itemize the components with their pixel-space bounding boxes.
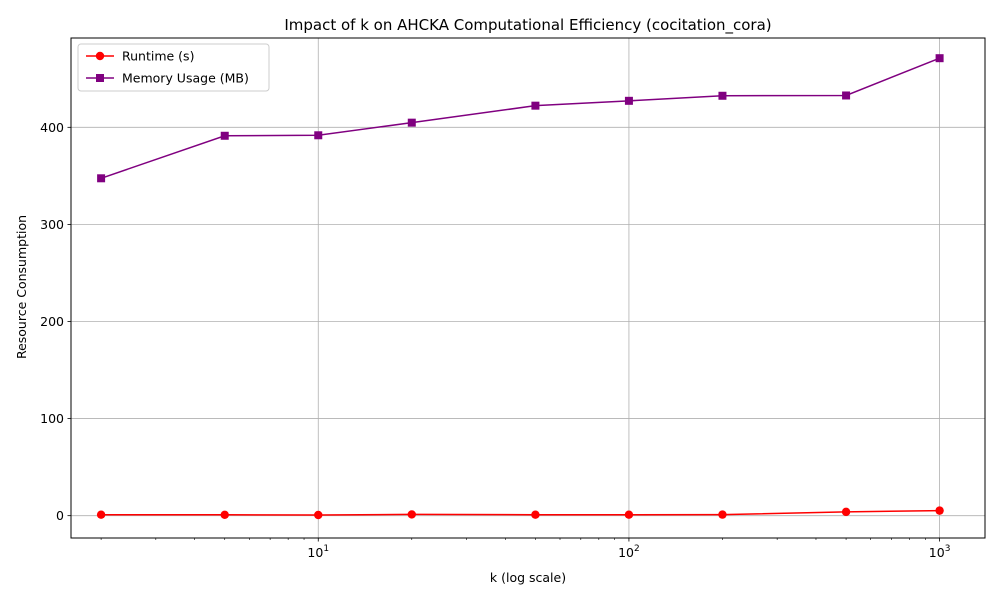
data-point [935,54,944,63]
series-memory [97,54,944,183]
data-point [531,510,540,519]
x-tick-base: 10 [929,545,945,560]
data-point [407,118,416,127]
legend-box [77,43,270,92]
y-tick-label: 200 [40,314,64,329]
x-tick-exponent: 3 [945,544,951,554]
legend-item: Runtime (s) [86,49,194,64]
y-tick-label: 300 [40,217,64,232]
x-tick-base: 10 [307,545,323,560]
y-tick-label: 400 [40,120,64,135]
data-point [220,510,229,519]
x-tick-exponent: 1 [323,544,329,554]
data-point [531,101,540,110]
data-point [97,174,106,183]
x-tick-base: 10 [618,545,634,560]
data-point [718,510,727,519]
x-tick-label: 102 [618,544,640,560]
data-point [624,96,633,105]
legend-marker [95,51,105,61]
data-point [314,131,323,140]
data-point [624,510,634,519]
legend-item: Memory Usage (MB) [86,71,249,86]
y-tick-label: 0 [56,508,64,523]
x-tick-exponent: 2 [634,544,640,554]
chart-title: Impact of k on AHCKA Computational Effic… [284,16,771,35]
legend-label: Runtime (s) [122,49,194,64]
data-point [96,510,106,519]
data-point [220,131,229,140]
y-axis-label: Resource Consumption [14,215,29,359]
x-tick-label: 101 [307,544,329,560]
data-point [314,510,323,520]
data-point [407,510,416,519]
x-axis-label: k (log scale) [490,570,566,585]
y-tick-label: 100 [40,411,64,426]
x-tick-label: 103 [929,544,951,560]
data-point [841,507,851,517]
data-point [935,506,944,515]
y-axis: 0 100 200 300 400 [40,120,71,523]
legend-label: Memory Usage (MB) [122,71,249,86]
x-axis: 101 102 103 [100,538,951,560]
series-layer [96,54,944,520]
legend: Runtime (s) Memory Usage (MB) [77,43,270,92]
series-runtime [96,506,944,520]
data-point [842,91,851,100]
legend-marker [96,74,104,82]
data-point [718,91,727,100]
plot-area-frame [70,37,986,539]
